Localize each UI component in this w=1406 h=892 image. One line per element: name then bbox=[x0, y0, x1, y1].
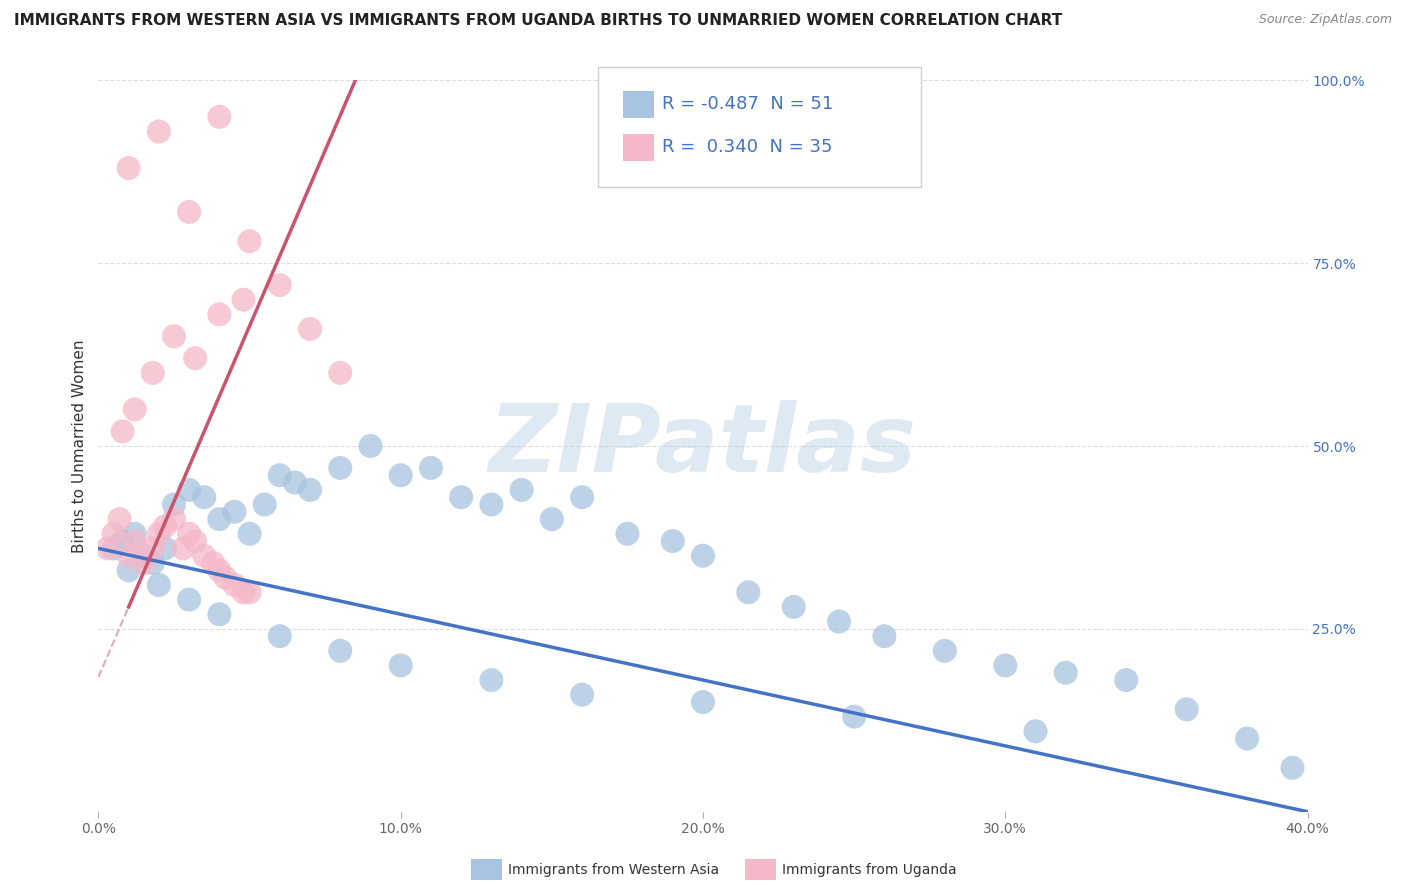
Point bbox=[934, 644, 956, 658]
Point bbox=[163, 329, 186, 343]
Point bbox=[299, 483, 322, 497]
Text: ZIPatlas: ZIPatlas bbox=[489, 400, 917, 492]
Point bbox=[179, 205, 201, 219]
Point bbox=[1236, 731, 1258, 746]
Point bbox=[1054, 665, 1077, 680]
Point bbox=[224, 578, 246, 592]
Point bbox=[510, 483, 533, 497]
Point bbox=[239, 585, 262, 599]
Point bbox=[214, 571, 236, 585]
Point bbox=[737, 585, 759, 599]
Point bbox=[208, 607, 231, 622]
Point bbox=[232, 585, 254, 599]
Point bbox=[193, 490, 215, 504]
Point bbox=[329, 461, 352, 475]
Point bbox=[692, 549, 714, 563]
Point bbox=[172, 541, 194, 556]
Point bbox=[179, 592, 201, 607]
Point bbox=[1175, 702, 1198, 716]
Point bbox=[232, 293, 254, 307]
Point bbox=[299, 322, 322, 336]
Point bbox=[783, 599, 806, 614]
Point bbox=[132, 549, 155, 563]
Point bbox=[481, 673, 503, 687]
Point bbox=[389, 658, 412, 673]
Point bbox=[118, 563, 141, 577]
Point bbox=[828, 615, 851, 629]
Text: Immigrants from Western Asia: Immigrants from Western Asia bbox=[508, 863, 718, 877]
Point bbox=[540, 512, 562, 526]
Point bbox=[202, 556, 225, 570]
Point bbox=[103, 541, 125, 556]
Point bbox=[132, 556, 155, 570]
Point bbox=[111, 534, 134, 549]
Point bbox=[269, 629, 291, 643]
Point bbox=[616, 526, 638, 541]
Point bbox=[163, 512, 186, 526]
Point bbox=[1115, 673, 1137, 687]
Point bbox=[108, 512, 131, 526]
Point bbox=[420, 461, 443, 475]
Point bbox=[481, 498, 503, 512]
Point bbox=[142, 366, 165, 380]
Point bbox=[103, 526, 125, 541]
Point bbox=[329, 366, 352, 380]
Point bbox=[661, 534, 683, 549]
Point bbox=[571, 688, 593, 702]
Point bbox=[163, 498, 186, 512]
Point bbox=[142, 541, 165, 556]
Point bbox=[692, 695, 714, 709]
Point bbox=[179, 526, 201, 541]
Point bbox=[179, 483, 201, 497]
Point bbox=[208, 512, 231, 526]
Point bbox=[239, 526, 262, 541]
Y-axis label: Births to Unmarried Women: Births to Unmarried Women bbox=[72, 339, 87, 553]
Point bbox=[571, 490, 593, 504]
Point bbox=[118, 549, 141, 563]
Point bbox=[253, 498, 276, 512]
Point bbox=[193, 549, 215, 563]
Point bbox=[844, 709, 866, 723]
Point bbox=[153, 541, 176, 556]
Point bbox=[148, 526, 170, 541]
Text: R =  0.340  N = 35: R = 0.340 N = 35 bbox=[662, 138, 832, 156]
Point bbox=[124, 526, 146, 541]
Point bbox=[118, 161, 141, 175]
Text: R = -0.487  N = 51: R = -0.487 N = 51 bbox=[662, 95, 834, 113]
Point bbox=[1281, 761, 1303, 775]
Point bbox=[994, 658, 1017, 673]
Point bbox=[184, 351, 207, 366]
Point bbox=[269, 468, 291, 483]
Text: Immigrants from Uganda: Immigrants from Uganda bbox=[782, 863, 956, 877]
Point bbox=[111, 425, 134, 439]
Point bbox=[142, 556, 165, 570]
Text: IMMIGRANTS FROM WESTERN ASIA VS IMMIGRANTS FROM UGANDA BIRTHS TO UNMARRIED WOMEN: IMMIGRANTS FROM WESTERN ASIA VS IMMIGRAN… bbox=[14, 13, 1063, 29]
Point bbox=[224, 505, 246, 519]
Point bbox=[389, 468, 412, 483]
Text: Source: ZipAtlas.com: Source: ZipAtlas.com bbox=[1258, 13, 1392, 27]
Point bbox=[96, 541, 118, 556]
Point bbox=[148, 578, 170, 592]
Point bbox=[153, 519, 176, 533]
Point bbox=[360, 439, 382, 453]
Point bbox=[450, 490, 472, 504]
Point bbox=[1024, 724, 1046, 739]
Point bbox=[148, 124, 170, 138]
Point bbox=[208, 563, 231, 577]
Point bbox=[269, 278, 291, 293]
Point bbox=[208, 307, 231, 321]
Point bbox=[239, 234, 262, 248]
Point bbox=[124, 402, 146, 417]
Point bbox=[873, 629, 896, 643]
Point bbox=[184, 534, 207, 549]
Point bbox=[124, 534, 146, 549]
Point bbox=[329, 644, 352, 658]
Point bbox=[208, 110, 231, 124]
Point bbox=[284, 475, 307, 490]
